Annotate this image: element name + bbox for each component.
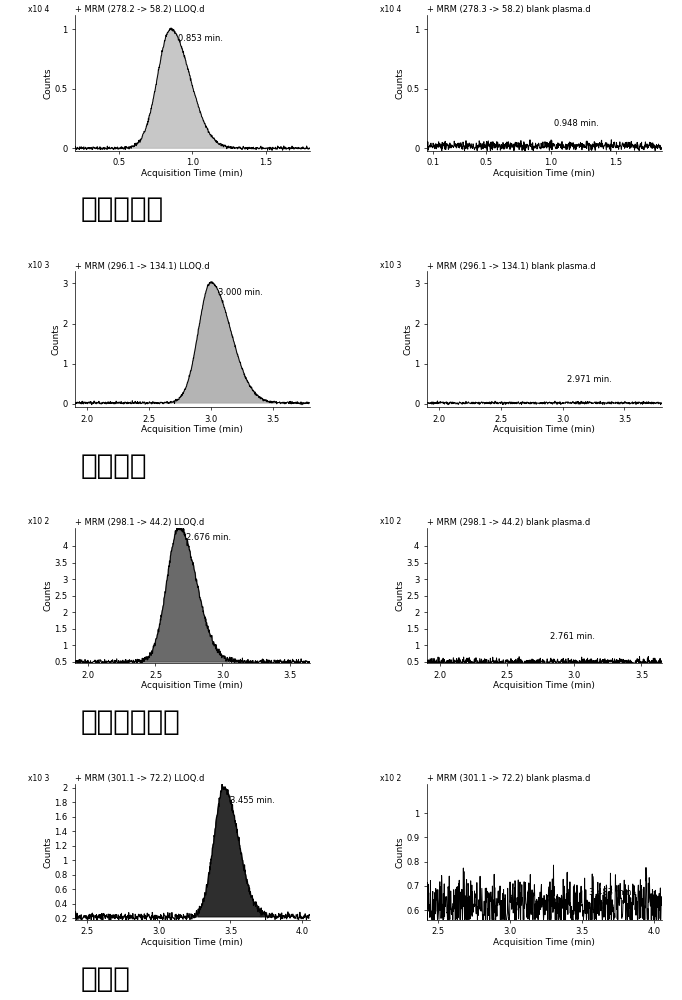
Text: x10 2: x10 2 xyxy=(28,517,49,526)
Text: + MRM (278.2 -> 58.2) LLOQ.d: + MRM (278.2 -> 58.2) LLOQ.d xyxy=(75,5,205,14)
Text: x10 2: x10 2 xyxy=(380,517,401,526)
Text: 2.761 min.: 2.761 min. xyxy=(550,632,595,641)
Text: 3.483 min.: 3.483 min. xyxy=(589,888,634,897)
Text: 度洛西汀: 度洛西汀 xyxy=(81,452,147,480)
Y-axis label: Counts: Counts xyxy=(396,836,404,868)
Text: 2.971 min.: 2.971 min. xyxy=(567,375,612,384)
Text: x10 3: x10 3 xyxy=(380,261,402,270)
Text: + MRM (296.1 -> 134.1) blank plasma.d: + MRM (296.1 -> 134.1) blank plasma.d xyxy=(427,262,595,271)
X-axis label: Acquisition Time (min): Acquisition Time (min) xyxy=(493,938,595,947)
Text: x10 4: x10 4 xyxy=(28,5,50,14)
Y-axis label: Counts: Counts xyxy=(404,323,413,355)
Text: 去甲氯米帕明: 去甲氯米帕明 xyxy=(81,708,181,736)
Text: x10 3: x10 3 xyxy=(28,774,50,783)
Text: + MRM (296.1 -> 134.1) LLOQ.d: + MRM (296.1 -> 134.1) LLOQ.d xyxy=(75,262,209,271)
Y-axis label: Counts: Counts xyxy=(44,67,53,99)
X-axis label: Acquisition Time (min): Acquisition Time (min) xyxy=(141,938,243,947)
Y-axis label: Counts: Counts xyxy=(396,580,404,611)
Y-axis label: Counts: Counts xyxy=(44,580,53,611)
X-axis label: Acquisition Time (min): Acquisition Time (min) xyxy=(493,169,595,178)
Text: + MRM (278.3 -> 58.2) blank plasma.d: + MRM (278.3 -> 58.2) blank plasma.d xyxy=(427,5,591,14)
Y-axis label: Counts: Counts xyxy=(52,323,61,355)
Text: 去甲氟西汀: 去甲氟西汀 xyxy=(81,195,164,223)
X-axis label: Acquisition Time (min): Acquisition Time (min) xyxy=(141,425,243,434)
Text: 0.948 min.: 0.948 min. xyxy=(554,119,599,128)
Text: 舍曲林: 舍曲林 xyxy=(81,965,131,993)
Y-axis label: Counts: Counts xyxy=(44,836,53,868)
X-axis label: Acquisition Time (min): Acquisition Time (min) xyxy=(493,681,595,690)
X-axis label: Acquisition Time (min): Acquisition Time (min) xyxy=(141,169,243,178)
Text: x10 2: x10 2 xyxy=(380,774,401,783)
Text: x10 4: x10 4 xyxy=(380,5,402,14)
Text: 2.676 min.: 2.676 min. xyxy=(186,533,231,542)
Text: + MRM (301.1 -> 72.2) LLOQ.d: + MRM (301.1 -> 72.2) LLOQ.d xyxy=(75,774,205,783)
Text: + MRM (298.1 -> 44.2) LLOQ.d: + MRM (298.1 -> 44.2) LLOQ.d xyxy=(75,518,205,527)
Text: + MRM (301.1 -> 72.2) blank plasma.d: + MRM (301.1 -> 72.2) blank plasma.d xyxy=(427,774,591,783)
Text: + MRM (298.1 -> 44.2) blank plasma.d: + MRM (298.1 -> 44.2) blank plasma.d xyxy=(427,518,590,527)
Text: 3.000 min.: 3.000 min. xyxy=(218,288,263,297)
Text: x10 3: x10 3 xyxy=(28,261,50,270)
Y-axis label: Counts: Counts xyxy=(396,67,405,99)
X-axis label: Acquisition Time (min): Acquisition Time (min) xyxy=(141,681,243,690)
Text: 3.455 min.: 3.455 min. xyxy=(230,796,275,805)
X-axis label: Acquisition Time (min): Acquisition Time (min) xyxy=(493,425,595,434)
Text: 0.853 min.: 0.853 min. xyxy=(178,34,223,43)
